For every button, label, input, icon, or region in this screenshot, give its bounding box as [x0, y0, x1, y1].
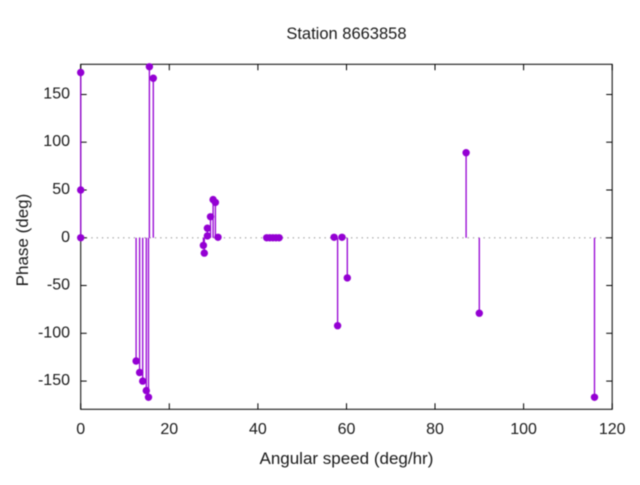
- svg-text:-50: -50: [47, 277, 70, 294]
- svg-text:60: 60: [338, 421, 356, 438]
- svg-text:80: 80: [426, 421, 444, 438]
- svg-text:-100: -100: [38, 324, 70, 341]
- svg-text:150: 150: [43, 86, 70, 103]
- svg-text:100: 100: [510, 421, 537, 438]
- svg-text:0: 0: [76, 421, 85, 438]
- svg-text:20: 20: [160, 421, 178, 438]
- svg-text:40: 40: [249, 421, 267, 438]
- svg-text:50: 50: [52, 181, 70, 198]
- svg-text:-150: -150: [38, 372, 70, 389]
- svg-text:100: 100: [43, 133, 70, 150]
- svg-text:0: 0: [61, 229, 70, 246]
- svg-text:120: 120: [599, 421, 626, 438]
